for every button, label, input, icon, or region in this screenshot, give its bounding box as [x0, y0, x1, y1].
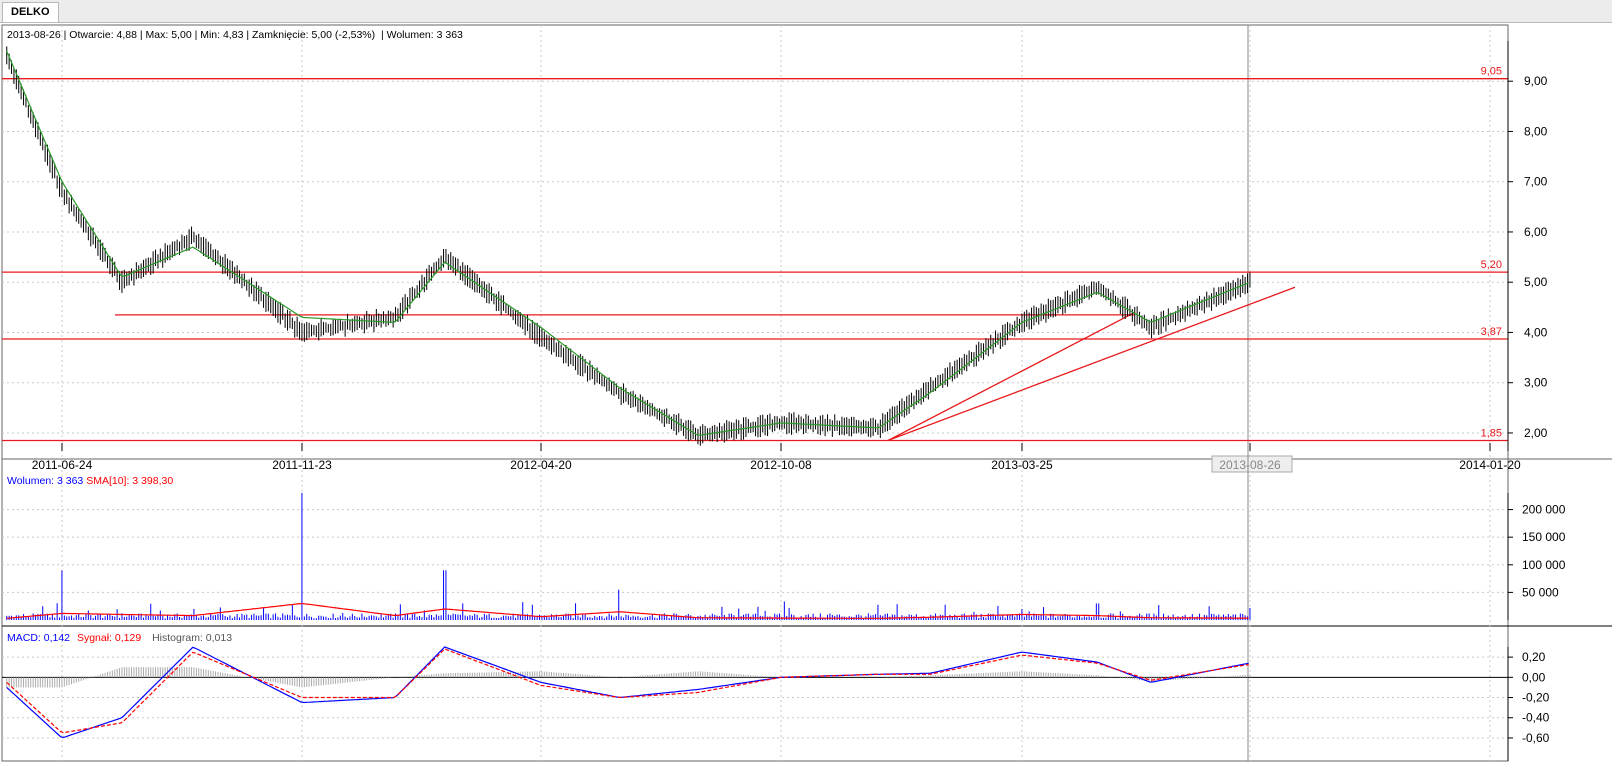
y-tick-label: 6,00	[1524, 225, 1548, 239]
x-tick-label: 2012-10-08	[750, 458, 812, 472]
y-tick-label: 100 000	[1522, 558, 1566, 572]
volume-sma-label: SMA[10]: 3 398,30	[86, 475, 174, 487]
y-tick-label: 3,00	[1524, 376, 1548, 390]
y-tick-label: 8,00	[1524, 124, 1548, 138]
info-max: Max: 5,00	[145, 29, 192, 41]
trend-line	[887, 286, 1296, 442]
x-tick-label: 2014-01-20	[1459, 458, 1521, 472]
y-tick-label: 2,00	[1524, 426, 1548, 440]
info-open: Otwarcie: 4,88	[69, 29, 137, 41]
macd-line	[6, 646, 1249, 739]
y-tick-label: 7,00	[1524, 175, 1548, 189]
tab-delko[interactable]: DELKO	[2, 2, 59, 22]
macd-label: MACD: 0,142	[7, 632, 71, 644]
y-tick-label: 150 000	[1522, 530, 1566, 544]
level-label: 9,05	[1481, 66, 1502, 78]
y-tick-label: -0,40	[1522, 711, 1550, 725]
x-tick-label: 2012-04-20	[510, 458, 572, 472]
cursor-date-box	[1211, 455, 1293, 473]
y-tick-label: 0,20	[1522, 650, 1546, 664]
volume-sma-line	[6, 602, 1249, 619]
macd-info-line: MACD: 0,142 Sygnał: 0,129 Histogram: 0,0…	[7, 632, 232, 644]
tab-bar: DELKO	[0, 0, 1612, 23]
level-label: 1,85	[1481, 427, 1502, 439]
info-volume: Wolumen: 3 363	[386, 29, 463, 41]
info-min: Min: 4,83	[200, 29, 244, 41]
y-tick-label: -0,20	[1522, 691, 1550, 705]
volume-info-line: Wolumen: 3 363 SMA[10]: 3 398,30	[7, 475, 173, 487]
x-tick-label: 2013-08-26	[1219, 458, 1281, 472]
trend-line	[887, 311, 1136, 442]
y-tick-label: 0,00	[1522, 670, 1546, 684]
y-tick-label: 50 000	[1522, 585, 1559, 599]
histogram-label: Histogram: 0,013	[152, 632, 233, 644]
y-tick-label: -0,60	[1522, 731, 1550, 745]
info-date: 2013-08-26	[7, 29, 61, 41]
price-info-line: 2013-08-26 | Otwarcie: 4,88 | Max: 5,00 …	[7, 29, 463, 41]
info-close: Zamknięcie: 5,00 (-2,53%)	[251, 29, 376, 41]
level-label: 5,20	[1481, 259, 1502, 271]
chart-area[interactable]: 2011-06-24 2011-11-23 2012-04-20 2012-10-08…	[0, 23, 1612, 767]
y-tick-label: 200 000	[1522, 503, 1566, 517]
chart-frame	[1, 24, 1509, 762]
y-tick-label: 9,00	[1524, 74, 1548, 88]
moving-average-line	[6, 50, 1249, 436]
x-tick-label: 2011-06-24	[32, 458, 93, 472]
level-label: 3,87	[1481, 326, 1502, 338]
x-tick-label: 2013-03-25	[991, 458, 1053, 472]
x-tick-label: 2011-11-23	[272, 458, 332, 472]
y-tick-label: 5,00	[1524, 275, 1548, 289]
signal-line	[6, 648, 1249, 734]
volume-label: Wolumen: 3 363	[7, 475, 84, 487]
signal-label: Sygnał: 0,129	[76, 632, 142, 644]
chart-svg[interactable]: 2011-06-24 2011-11-23 2012-04-20 2012-10-08…	[0, 23, 1612, 767]
y-tick-label: 4,00	[1524, 325, 1548, 339]
